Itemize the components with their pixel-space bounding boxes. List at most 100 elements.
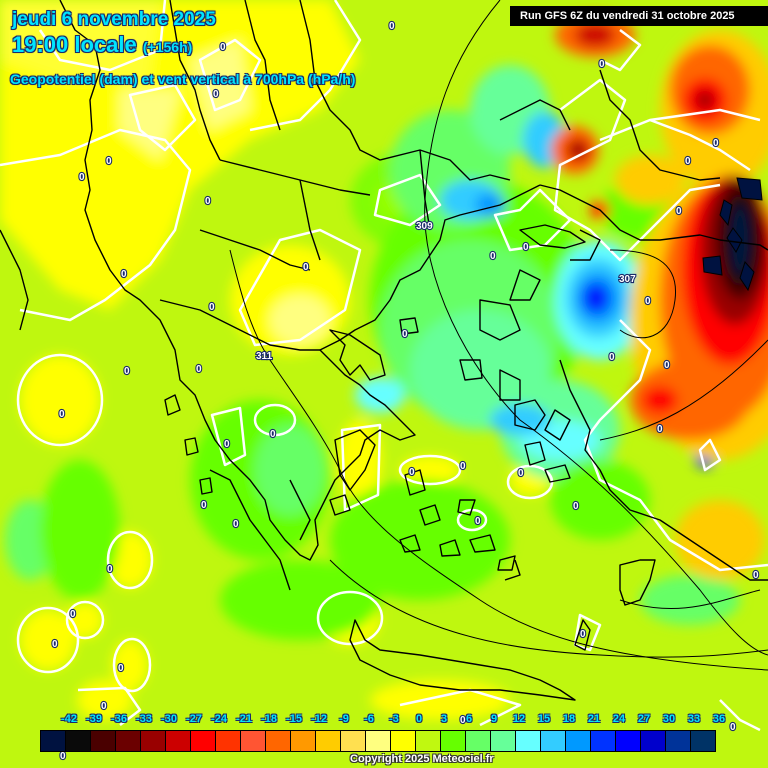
legend-tick: -36	[111, 713, 127, 725]
legend-swatch	[466, 731, 491, 751]
zero-contour-label: 0	[609, 352, 615, 363]
zero-contour-label: 0	[303, 262, 309, 273]
legend-swatch	[266, 731, 291, 751]
legend-tick: -33	[136, 713, 152, 725]
forecast-time: 19:00 locale (+156h)	[12, 32, 192, 58]
legend-tick: -24	[211, 713, 227, 725]
zero-contour-label: 0	[664, 360, 670, 371]
legend-tick: 30	[662, 713, 676, 725]
legend-tick: -15	[286, 713, 302, 725]
legend-swatch	[191, 731, 216, 751]
zero-contour-label: 0	[753, 570, 759, 581]
legend-tick: -3	[389, 713, 399, 725]
legend-tick: -30	[161, 713, 177, 725]
zero-contour-label: 0	[107, 564, 113, 575]
zero-contour-label: 0	[121, 269, 127, 280]
zero-contour-label: 0	[209, 302, 215, 313]
legend-swatch	[341, 731, 366, 751]
zero-contour-label: 0	[201, 500, 207, 511]
legend-swatch	[241, 731, 266, 751]
legend-tick-labels: -42 -39 -36 -33 -30 -27 -24 -21 -18 -15 -12 -9 -6 -3 0…	[0, 713, 768, 729]
zero-contour-label: 0	[676, 206, 682, 217]
strong-subsidence-cores	[702, 177, 763, 292]
legend-tick: 9	[490, 713, 498, 725]
zero-contour-label: 0	[205, 196, 211, 207]
legend-tick: -12	[311, 713, 327, 725]
legend-swatch	[316, 731, 341, 751]
legend-tick: -18	[261, 713, 277, 725]
zero-contour-label: 0	[124, 366, 130, 377]
legend-tick: -9	[339, 713, 349, 725]
zero-contour-label: 0	[101, 701, 107, 712]
legend-swatch	[91, 731, 116, 751]
zero-contour-label: 0	[573, 501, 579, 512]
geopotential-labels: 309 307 311	[255, 220, 637, 363]
zero-contour-label: 0	[518, 468, 524, 479]
legend-tick: 21	[587, 713, 601, 725]
forecast-date: jeudi 6 novembre 2025	[12, 9, 216, 30]
legend-tick: 27	[637, 713, 651, 725]
zero-contour-label: 0	[657, 424, 663, 435]
legend-swatch	[516, 731, 541, 751]
model-run-banner: Run GFS 6Z du vendredi 31 octobre 2025	[510, 6, 768, 26]
zero-contour-label: 0	[645, 296, 651, 307]
geopotential-label: 309	[416, 221, 433, 232]
legend-swatch	[666, 731, 691, 751]
color-scale-legend	[40, 730, 716, 752]
legend-swatch	[41, 731, 66, 751]
zero-contour-label: 0	[490, 251, 496, 262]
zero-contour-label: 0	[460, 715, 466, 726]
zero-contour-label: 0	[685, 156, 691, 167]
zero-contour-label: 0	[409, 467, 415, 478]
zero-contour-label: 0	[52, 639, 58, 650]
legend-swatch	[416, 731, 441, 751]
legend-swatch	[141, 731, 166, 751]
legend-swatch	[591, 731, 616, 751]
coastlines	[0, 0, 768, 701]
legend-tick: -21	[236, 713, 252, 725]
legend-swatch	[491, 731, 516, 751]
zero-contour-label: 0	[233, 519, 239, 530]
geopotential-isolines	[229, 0, 768, 671]
geopotential-label: 311	[256, 351, 273, 362]
zero-contour-labels: 0 0 0 0 0 0 0 0 0 0 0 0 0 0 0 0 0 0 0 0 0 0 0 0 0 0 0 0 0 0 0 0 0 0 0 0 0 0 0 0…	[51, 20, 760, 763]
zero-contour-label: 0	[60, 751, 66, 762]
legend-tick: 6	[465, 713, 473, 725]
legend-swatch	[366, 731, 391, 751]
legend-tick: 0	[415, 713, 423, 725]
legend-swatch	[541, 731, 566, 751]
legend-swatch	[566, 731, 591, 751]
zero-contour-label: 0	[523, 242, 529, 253]
legend-swatch	[641, 731, 666, 751]
copyright-notice: Copyright 2025 Meteociel.fr	[350, 753, 494, 765]
legend-swatch	[291, 731, 316, 751]
legend-tick: 12	[512, 713, 526, 725]
zero-contour-label: 0	[70, 609, 76, 620]
forecast-local-time: 19:00 locale	[12, 32, 137, 57]
legend-tick: -39	[86, 713, 102, 725]
legend-swatch	[616, 731, 641, 751]
zero-contours	[0, 0, 768, 732]
legend-tick: -42	[61, 713, 77, 725]
zero-contour-label: 0	[580, 629, 586, 640]
legend-tick: -27	[186, 713, 202, 725]
legend-tick: 15	[537, 713, 551, 725]
zero-contour-label: 0	[599, 59, 605, 70]
legend-tick: -6	[364, 713, 374, 725]
legend-tick: 36	[712, 713, 726, 725]
zero-contour-label: 0	[460, 461, 466, 472]
legend-tick: 3	[440, 713, 448, 725]
legend-swatch	[166, 731, 191, 751]
legend-swatch	[66, 731, 91, 751]
zero-contour-label: 0	[220, 42, 226, 53]
zero-contour-label: 0	[713, 138, 719, 149]
legend-tick: 33	[687, 713, 701, 725]
zero-contour-label: 0	[79, 172, 85, 183]
field-description: Geopotentiel (dam) et vent vertical à 70…	[10, 71, 356, 87]
zero-contour-label: 0	[106, 156, 112, 167]
forecast-lead-time: (+156h)	[142, 39, 193, 55]
legend-tick: 24	[612, 713, 626, 725]
legend-swatch	[216, 731, 241, 751]
